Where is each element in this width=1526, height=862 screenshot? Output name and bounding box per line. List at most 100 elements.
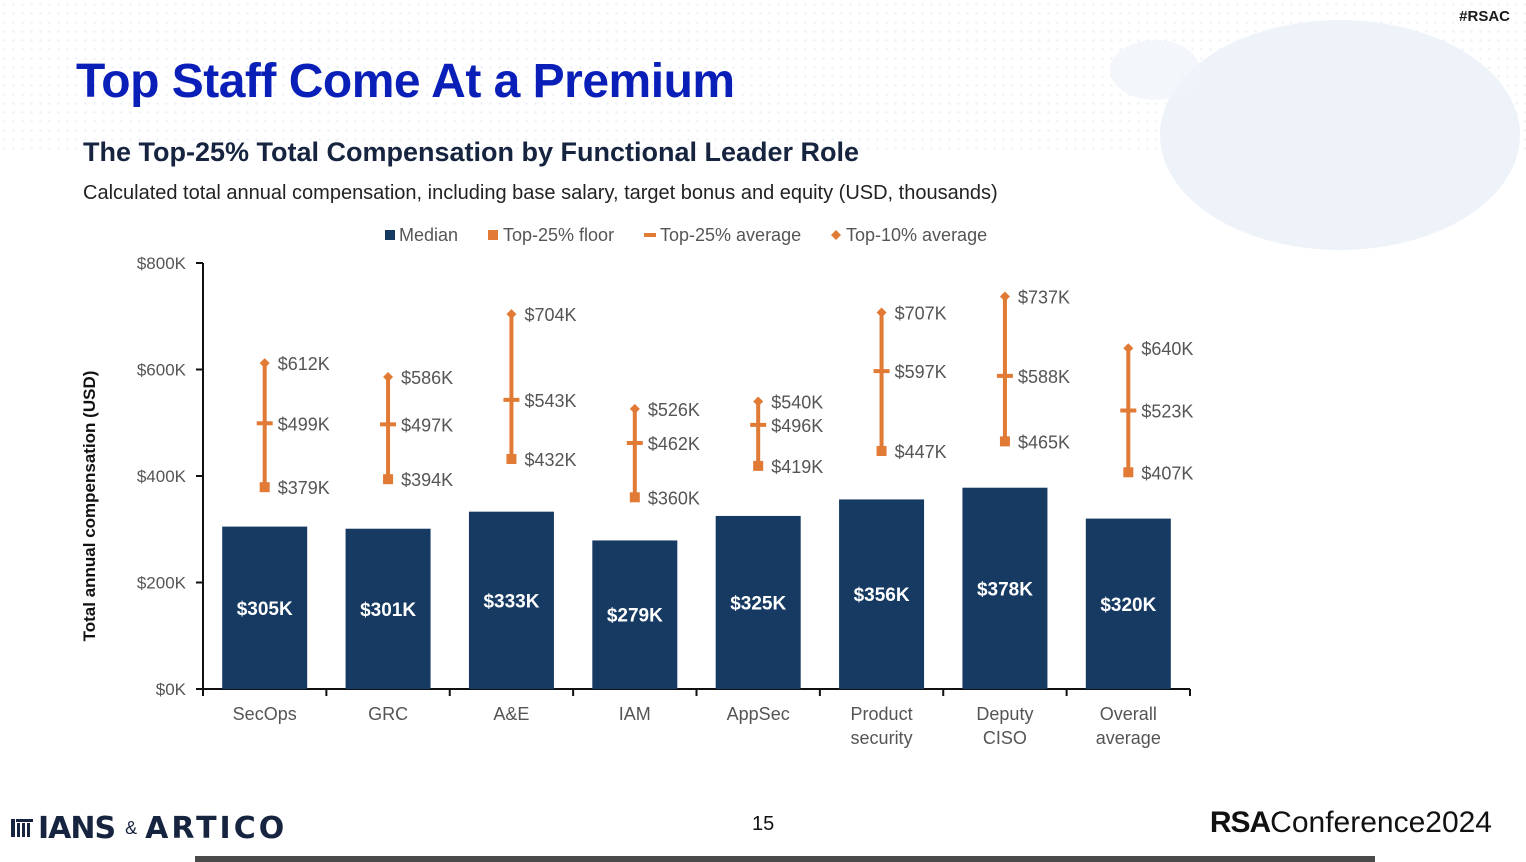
x-category-label: average	[1096, 728, 1161, 748]
slide-title: Top Staff Come At a Premium	[76, 55, 735, 108]
top25-floor-label: $447K	[895, 442, 947, 462]
top25-average-marker	[626, 440, 643, 445]
median-value-label: $301K	[360, 600, 416, 621]
top25-floor-marker	[383, 474, 394, 485]
rsa-logo-light: Conference2024	[1270, 806, 1492, 839]
x-category-label: CISO	[983, 728, 1027, 748]
top25-floor-marker	[999, 436, 1010, 447]
bottom-bar	[195, 856, 1375, 862]
top10-average-label: $737K	[1018, 288, 1070, 308]
y-tick-label: $200K	[137, 574, 187, 593]
x-category-label: IAM	[619, 704, 651, 724]
top25-average-label: $523K	[1141, 402, 1193, 422]
y-tick-label: $0K	[156, 680, 187, 699]
top25-floor-marker	[506, 453, 517, 464]
median-value-label: $378K	[977, 579, 1033, 600]
top10-average-marker	[629, 403, 640, 414]
median-bar	[1085, 518, 1171, 689]
top25-average-marker	[256, 421, 273, 426]
x-category-label: AppSec	[727, 704, 790, 724]
x-category-label: security	[851, 728, 913, 748]
top25-average-marker	[1120, 408, 1137, 413]
legend-label: Top-10% average	[846, 225, 987, 245]
top25-floor-marker	[876, 445, 887, 456]
top25-floor-label: $465K	[1018, 432, 1070, 452]
top25-average-marker	[750, 422, 767, 427]
hashtag-label: #RSAC	[1459, 8, 1510, 25]
top25-floor-marker	[1123, 467, 1134, 478]
top10-average-marker	[383, 371, 394, 382]
legend-marker	[488, 230, 498, 240]
x-category-label: GRC	[368, 704, 408, 724]
legend-marker	[831, 230, 841, 240]
top10-average-label: $640K	[1141, 339, 1193, 359]
x-category-label: Deputy	[976, 704, 1033, 724]
x-category-label: SecOps	[233, 704, 297, 724]
y-tick-label: $800K	[137, 254, 187, 273]
top25-floor-marker	[259, 482, 270, 493]
x-category-label: A&E	[493, 704, 529, 724]
top25-average-label: $462K	[648, 434, 700, 454]
top25-average-label: $497K	[401, 415, 453, 435]
median-bar	[468, 511, 554, 689]
top10-average-marker	[1123, 343, 1134, 354]
top10-average-marker	[506, 309, 517, 320]
building-icon	[11, 819, 33, 837]
top25-average-label: $499K	[278, 414, 330, 434]
top10-average-label: $707K	[895, 304, 947, 324]
top25-floor-label: $419K	[771, 457, 823, 477]
top25-average-label: $543K	[524, 391, 576, 411]
top10-average-label: $526K	[648, 400, 700, 420]
median-value-label: $333K	[483, 591, 539, 612]
median-bar	[962, 487, 1048, 689]
legend-label: Top-25% floor	[503, 225, 614, 245]
top25-floor-label: $394K	[401, 470, 453, 490]
top25-average-marker	[873, 369, 890, 374]
top25-average-label: $496K	[771, 416, 823, 436]
top10-average-label: $612K	[278, 354, 330, 374]
top25-floor-label: $360K	[648, 488, 700, 508]
top25-average-marker	[996, 373, 1013, 378]
background-blob	[1160, 20, 1520, 250]
top25-average-marker	[380, 422, 397, 427]
top10-average-marker	[753, 396, 764, 407]
rsa-conference-logo: RSAConference2024	[1210, 806, 1492, 840]
top25-average-marker	[503, 397, 520, 402]
median-bar	[839, 499, 925, 689]
top25-floor-marker	[753, 460, 764, 471]
top10-average-marker	[999, 291, 1010, 302]
top25-average-label: $597K	[895, 362, 947, 382]
median-value-label: $356K	[854, 585, 910, 606]
median-bar	[715, 515, 801, 689]
chart-title: The Top-25% Total Compensation by Functi…	[83, 137, 860, 167]
legend-marker	[385, 230, 395, 240]
median-value-label: $320K	[1100, 595, 1156, 616]
median-bar	[345, 528, 431, 689]
y-tick-label: $600K	[137, 361, 187, 380]
top25-floor-label: $432K	[524, 450, 576, 470]
logo-ampersand: &	[125, 817, 138, 838]
top10-average-marker	[876, 307, 887, 318]
top25-average-label: $588K	[1018, 367, 1070, 387]
top10-average-label: $704K	[524, 305, 576, 325]
legend-label: Median	[399, 225, 458, 245]
top10-average-label: $586K	[401, 368, 453, 388]
x-category-label: Product	[851, 704, 913, 724]
median-value-label: $305K	[237, 599, 293, 620]
chart-subtitle: Calculated total annual compensation, in…	[83, 182, 998, 204]
top10-average-marker	[259, 358, 270, 369]
logo-artico-text: ARTICO	[145, 810, 288, 846]
median-value-label: $325K	[730, 593, 786, 614]
top25-floor-label: $407K	[1141, 463, 1193, 483]
y-axis-title: Total annual compensation (USD)	[80, 371, 99, 642]
median-bar	[592, 540, 678, 689]
legend-marker	[644, 233, 656, 237]
median-value-label: $279K	[607, 606, 663, 627]
top25-floor-label: $379K	[278, 478, 330, 498]
median-bar	[222, 526, 308, 689]
background-blob	[1110, 40, 1200, 100]
ians-artico-logo: IANS & ARTICO	[10, 808, 287, 848]
x-category-label: Overall	[1100, 704, 1157, 724]
logo-ians-text: IANS	[38, 810, 116, 846]
